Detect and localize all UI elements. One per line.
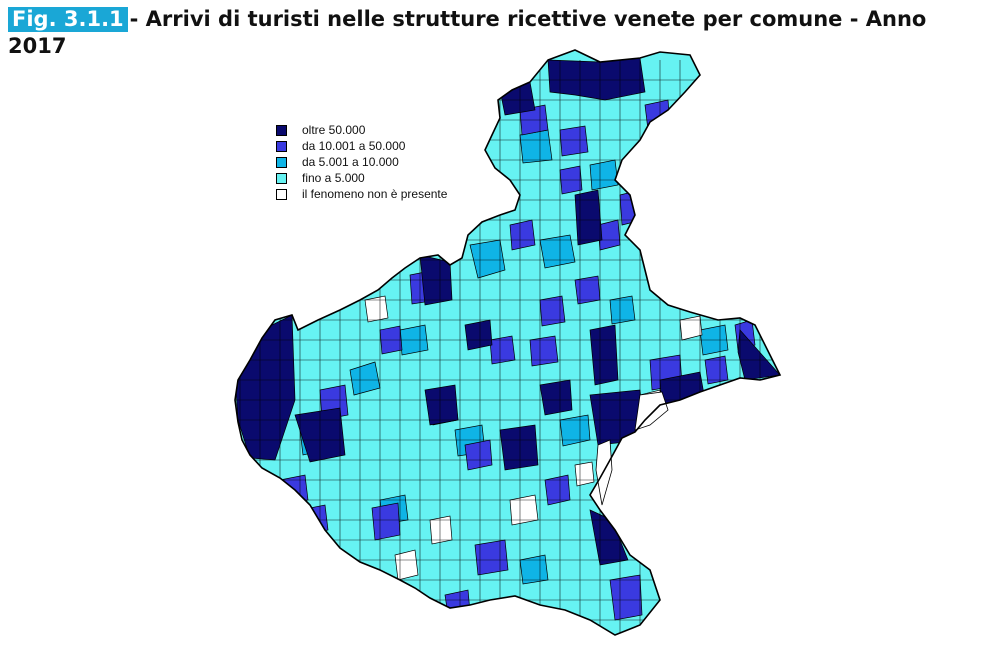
lagoon-area	[634, 391, 669, 431]
municipality-patch	[639, 511, 663, 546]
municipality-patch	[364, 295, 389, 323]
municipality-patch	[574, 461, 595, 487]
municipality-patch	[424, 384, 459, 426]
municipality-patch	[544, 474, 571, 506]
municipality-patch	[574, 189, 603, 246]
legend-swatch	[276, 124, 287, 136]
municipality-patch	[529, 335, 559, 367]
legend-label: oltre 50.000	[302, 123, 366, 137]
legend-item: oltre 50.000	[276, 122, 447, 138]
municipality-patch	[464, 439, 493, 471]
legend-item: da 10.001 a 50.000	[276, 138, 447, 154]
municipality-patch	[371, 502, 401, 541]
municipality-patch	[679, 315, 703, 341]
municipality-patch	[559, 414, 591, 447]
municipality-patch	[589, 324, 619, 386]
figure-title-text: - Arrivi di turisti nelle strutture rice…	[8, 7, 927, 58]
legend-swatch	[276, 172, 287, 184]
municipality-patch	[499, 424, 539, 471]
municipality-patch	[539, 379, 573, 416]
legend-label: fino a 5.000	[302, 171, 365, 185]
municipality-patch	[589, 159, 619, 191]
lagoon-area	[595, 439, 613, 506]
municipality-patch	[519, 129, 553, 164]
municipality-patch	[547, 57, 646, 101]
municipality-patch	[539, 295, 566, 327]
municipality-patch	[559, 125, 589, 157]
legend-label: il fenomeno non è presente	[302, 187, 448, 201]
municipality-patch	[464, 319, 493, 351]
legend-item: da 5.001 a 10.000	[276, 154, 447, 170]
legend-item: il fenomeno non è presente	[276, 186, 447, 202]
legend-label: da 10.001 a 50.000	[302, 139, 406, 153]
municipality-patch	[469, 239, 506, 279]
figure-title: Fig. 3.1.1- Arrivi di turisti nelle stru…	[8, 6, 976, 60]
map-legend: oltre 50.000 da 10.001 a 50.000 da 5.001…	[276, 122, 447, 202]
municipality-patch	[519, 554, 549, 585]
municipality-patch	[609, 574, 643, 621]
legend-item: fino a 5.000	[276, 170, 447, 186]
municipality-borders	[235, 60, 780, 635]
legend-swatch	[276, 140, 287, 152]
legend-swatch	[276, 156, 287, 168]
figure-label: Fig. 3.1.1	[8, 7, 128, 32]
municipality-patch	[394, 549, 419, 581]
legend-label: da 5.001 a 10.000	[302, 155, 399, 169]
municipality-patch	[509, 494, 539, 526]
legend-swatch	[276, 188, 287, 200]
municipality-patches	[235, 57, 780, 635]
municipality-patch	[509, 219, 536, 251]
